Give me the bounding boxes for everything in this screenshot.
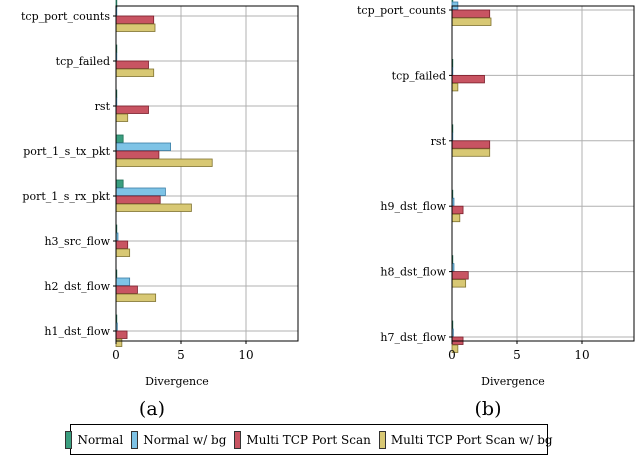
legend-item-normal-bg: Normal w/ bg xyxy=(131,430,227,449)
bar-multi-tcp-port-scan-tcp-port-counts xyxy=(115,15,155,24)
bar-multi-tcp-port-scan-w-bg-h1-dst-flow xyxy=(115,338,123,347)
y-tick-label: h7_dst_flow xyxy=(380,331,446,344)
bar-multi-tcp-port-scan-w-bg-port-1-s-tx-pkt xyxy=(115,158,213,167)
bar-multi-tcp-port-scan-tcp-failed xyxy=(115,60,149,69)
x-axis-title: Divergence xyxy=(145,375,209,388)
legend-label-multi-tcp-bg: Multi TCP Port Scan w/ bg xyxy=(390,432,553,447)
plot-frame xyxy=(115,5,299,342)
y-tick-label: rst xyxy=(431,135,447,148)
panel-label: (b) xyxy=(475,398,502,420)
legend-swatch-multi-tcp xyxy=(234,430,242,449)
bar-multi-tcp-port-scan-h3-src-flow xyxy=(115,240,129,249)
bar-normal-w-bg-h2-dst-flow xyxy=(115,277,131,286)
y-tick-label: h3_src_flow xyxy=(44,235,110,248)
legend: Normal Normal w/ bg Multi TCP Port Scan … xyxy=(65,424,553,455)
x-axis-title: Divergence xyxy=(481,375,545,388)
y-tick-label: h1_dst_flow xyxy=(44,325,110,338)
bar-multi-tcp-port-scan-w-bg-tcp-failed xyxy=(115,68,155,77)
legend-item-multi-tcp: Multi TCP Port Scan xyxy=(234,430,371,449)
x-tick-label: 5 xyxy=(513,348,521,362)
bar-multi-tcp-port-scan-w-bg-h8-dst-flow xyxy=(451,279,467,288)
y-tick-label: tcp_failed xyxy=(392,69,446,82)
bar-multi-tcp-port-scan-w-bg-h2-dst-flow xyxy=(115,293,157,302)
legend-label-normal: Normal xyxy=(77,432,124,447)
bar-multi-tcp-port-scan-w-bg-tcp-failed xyxy=(451,83,459,92)
y-tick-label: tcp_failed xyxy=(56,55,110,68)
bar-multi-tcp-port-scan-port-1-s-rx-pkt xyxy=(115,195,161,204)
panel-label: (a) xyxy=(139,398,165,420)
y-tick-label: tcp_port_counts xyxy=(21,10,110,23)
bar-normal-tcp-port-counts xyxy=(451,0,454,2)
bar-normal-w-bg-port-1-s-tx-pkt xyxy=(115,142,171,151)
y-tick-label: port_1_s_rx_pkt xyxy=(22,190,110,203)
bar-multi-tcp-port-scan-w-bg-port-1-s-rx-pkt xyxy=(115,203,192,212)
x-tick-label: 5 xyxy=(177,348,185,362)
bar-multi-tcp-port-scan-w-bg-tcp-port-counts xyxy=(451,17,492,26)
legend-swatch-normal-bg xyxy=(131,430,139,449)
plot-frame xyxy=(451,5,635,342)
y-tick-label: port_1_s_tx_pkt xyxy=(23,145,110,158)
legend-label-multi-tcp: Multi TCP Port Scan xyxy=(246,432,371,447)
y-tick-label: rst xyxy=(95,100,111,113)
bar-multi-tcp-port-scan-w-bg-rst xyxy=(115,113,129,122)
bar-multi-tcp-port-scan-h9-dst-flow xyxy=(451,205,464,215)
bar-multi-tcp-port-scan-h8-dst-flow xyxy=(451,271,469,280)
x-tick-label: 0 xyxy=(448,348,456,362)
bar-multi-tcp-port-scan-w-bg-h7-dst-flow xyxy=(451,344,459,353)
bar-normal-port-1-s-rx-pkt xyxy=(115,179,124,188)
bar-normal-w-bg-port-1-s-rx-pkt xyxy=(115,187,166,196)
bar-multi-tcp-port-scan-rst xyxy=(451,140,491,149)
bar-multi-tcp-port-scan-w-bg-rst xyxy=(451,148,491,157)
x-tick-label: 10 xyxy=(238,348,253,362)
bar-normal-port-1-s-tx-pkt xyxy=(115,134,124,143)
y-tick-label: h8_dst_flow xyxy=(380,266,446,279)
bar-multi-tcp-port-scan-tcp-failed xyxy=(451,75,485,84)
legend-label-normal-bg: Normal w/ bg xyxy=(143,432,227,447)
bar-multi-tcp-port-scan-w-bg-h9-dst-flow xyxy=(451,213,461,223)
bar-multi-tcp-port-scan-h2-dst-flow xyxy=(115,285,138,294)
y-tick-label: h2_dst_flow xyxy=(44,280,110,293)
legend-item-multi-tcp-bg: Multi TCP Port Scan w/ bg xyxy=(378,430,553,449)
legend-swatch-multi-tcp-bg xyxy=(378,430,386,449)
y-tick-label: h9_dst_flow xyxy=(380,200,446,213)
x-tick-label: 0 xyxy=(112,348,120,362)
bar-multi-tcp-port-scan-h1-dst-flow xyxy=(115,330,128,339)
bar-multi-tcp-port-scan-w-bg-h3-src-flow xyxy=(115,248,131,257)
legend-item-normal: Normal xyxy=(65,430,124,449)
bar-multi-tcp-port-scan-port-1-s-tx-pkt xyxy=(115,150,160,159)
y-tick-label: tcp_port_counts xyxy=(357,4,446,17)
legend-swatch-normal xyxy=(65,430,73,449)
x-tick-label: 10 xyxy=(574,348,589,362)
bar-multi-tcp-port-scan-tcp-port-counts xyxy=(451,9,491,18)
bar-multi-tcp-port-scan-rst xyxy=(115,105,149,114)
bar-multi-tcp-port-scan-w-bg-tcp-port-counts xyxy=(115,23,156,32)
